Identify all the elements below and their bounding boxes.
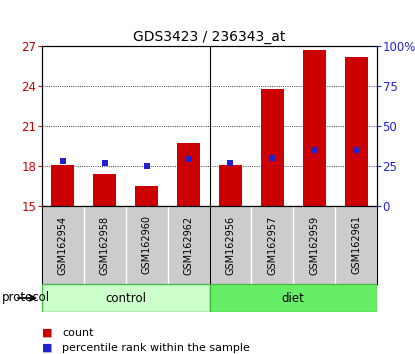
Text: GSM162956: GSM162956 — [225, 216, 235, 275]
Bar — [303, 50, 326, 206]
Bar — [135, 186, 158, 206]
Bar — [51, 165, 74, 206]
Text: diet: diet — [282, 291, 305, 304]
Text: count: count — [62, 328, 93, 338]
Bar — [210, 284, 377, 312]
Text: GSM162961: GSM162961 — [351, 216, 361, 274]
Text: protocol: protocol — [2, 291, 50, 304]
Text: percentile rank within the sample: percentile rank within the sample — [62, 343, 250, 353]
Text: GSM162960: GSM162960 — [142, 216, 152, 274]
Bar — [93, 174, 116, 206]
Bar — [261, 88, 284, 206]
Bar — [344, 57, 368, 206]
Bar — [177, 143, 200, 206]
Text: GSM162959: GSM162959 — [309, 216, 319, 275]
Bar — [42, 284, 210, 312]
Text: control: control — [105, 291, 146, 304]
Text: GSM162958: GSM162958 — [100, 216, 110, 275]
Text: GSM162957: GSM162957 — [267, 215, 277, 275]
Text: GSM162962: GSM162962 — [183, 216, 193, 275]
Text: ■: ■ — [42, 328, 53, 338]
Bar — [219, 165, 242, 206]
Title: GDS3423 / 236343_at: GDS3423 / 236343_at — [133, 30, 286, 44]
Text: GSM162954: GSM162954 — [58, 216, 68, 275]
Text: ■: ■ — [42, 343, 53, 353]
